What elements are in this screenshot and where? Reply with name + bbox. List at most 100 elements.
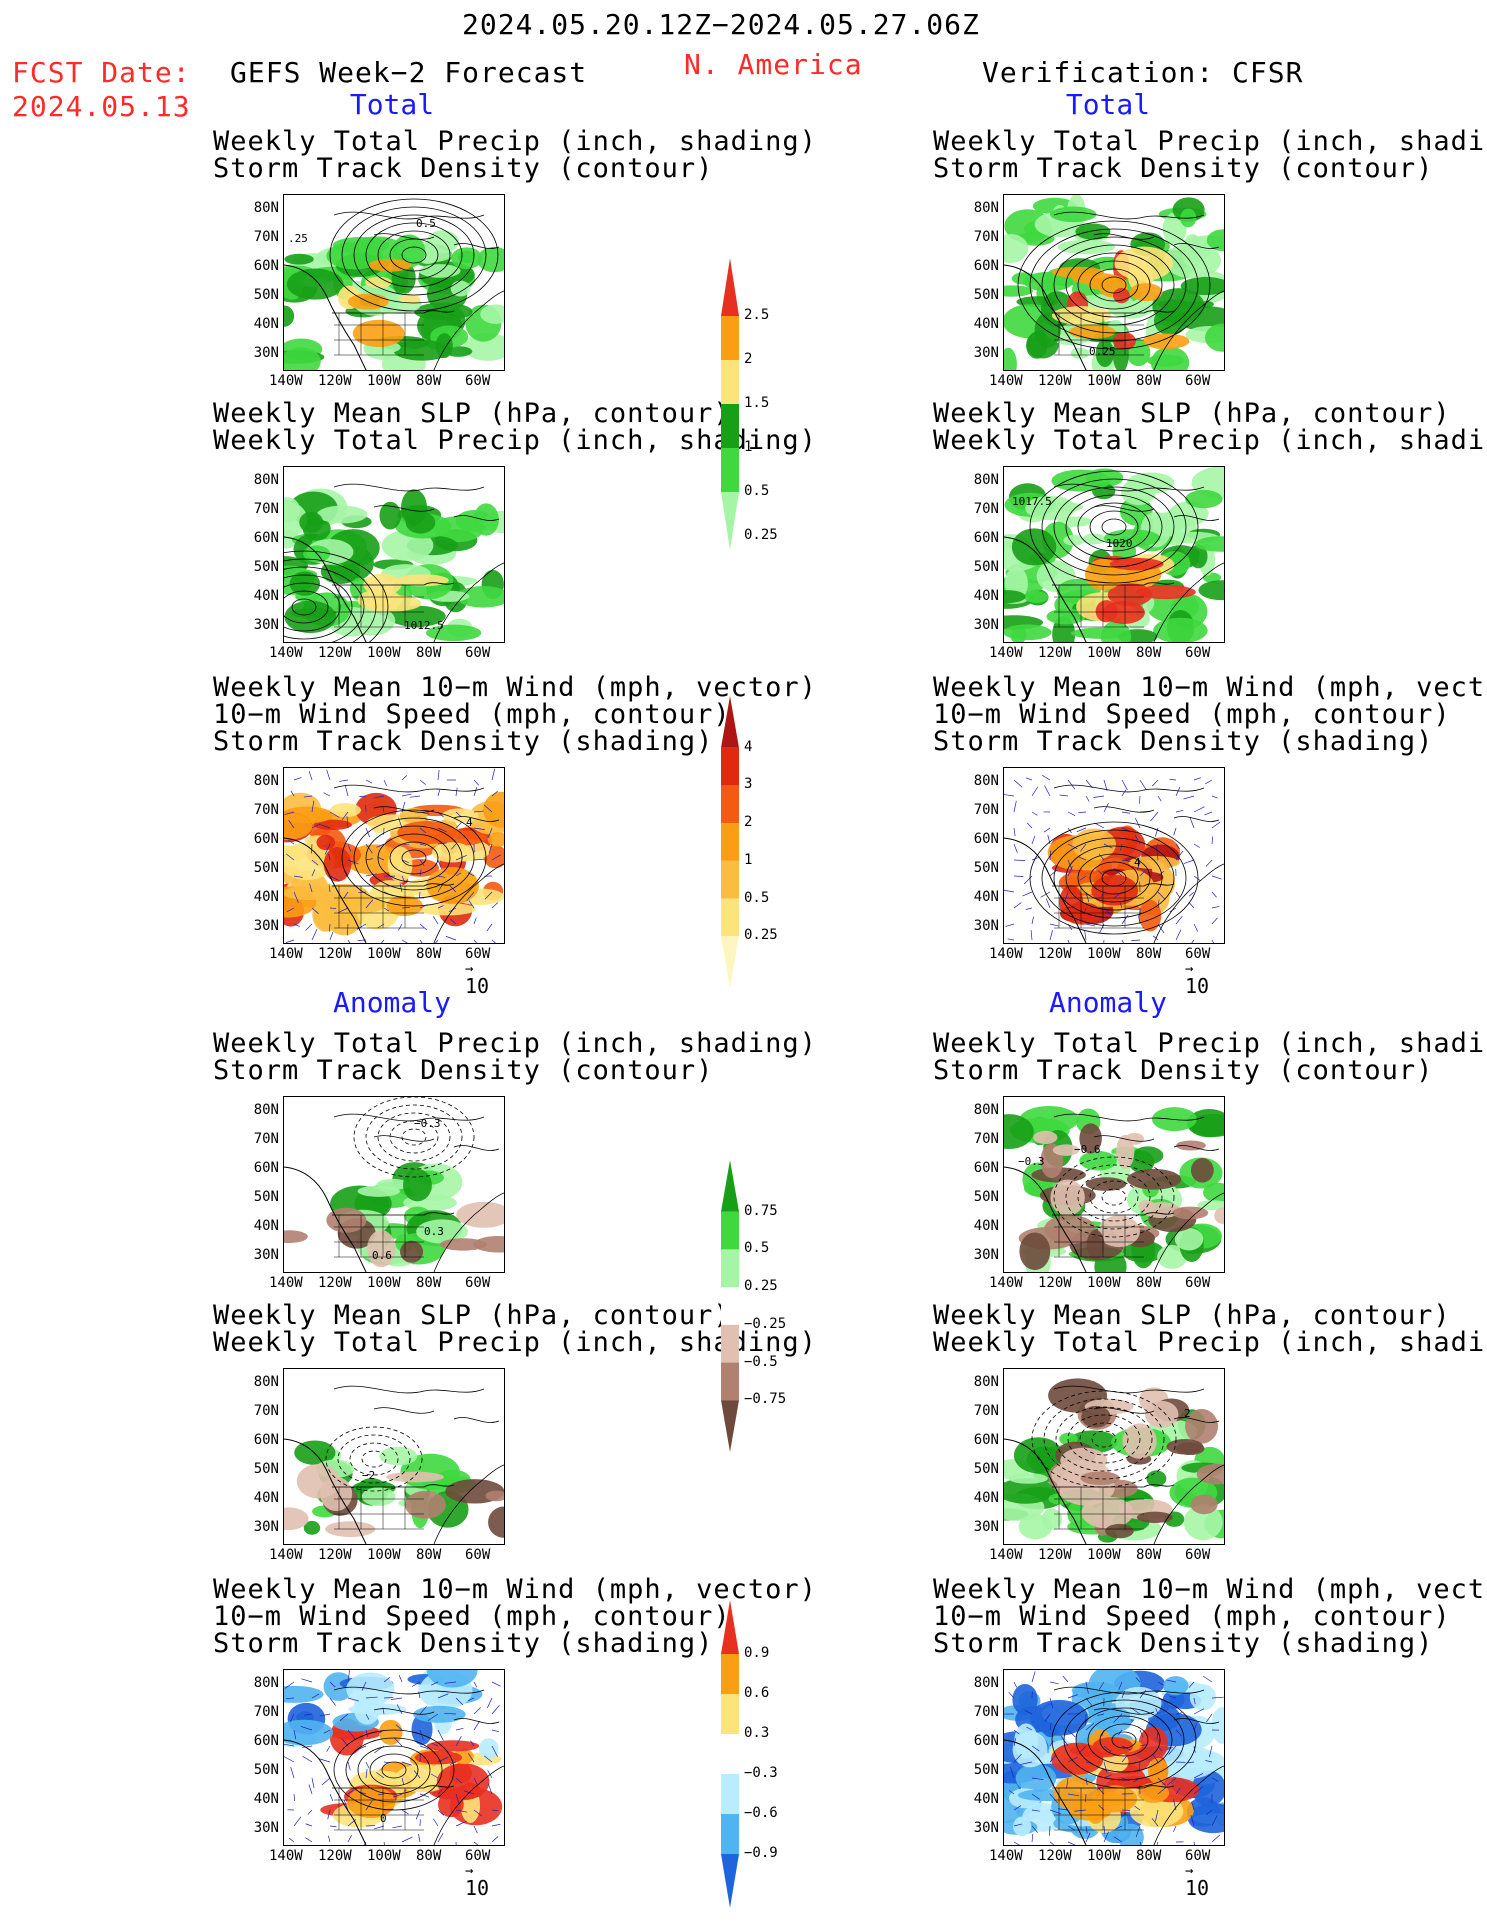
- lon-tick-label: 120W: [318, 1547, 352, 1563]
- colorbar-label: 0.5: [744, 1240, 770, 1257]
- colorbar-segment: [721, 785, 739, 824]
- panel-title-line: Weekly Total Precip (inch, shading): [213, 1028, 817, 1059]
- panel-title: Weekly Mean 10−m Wind (mph, vector) 10−m …: [933, 1576, 1487, 1659]
- contour-label: −0.3: [414, 1117, 441, 1130]
- lon-tick-label: 120W: [318, 1275, 352, 1291]
- lat-tick-label: 80N: [253, 1102, 279, 1118]
- colorbar-segment: [721, 316, 739, 360]
- colorbar-track_total: [720, 690, 780, 1004]
- contour-label: 1017.5: [1012, 495, 1052, 508]
- panel-title-line: Weekly Total Precip (inch, shading): [213, 126, 817, 157]
- lon-tick-label: 100W: [1087, 1547, 1121, 1563]
- map-panel: −2: [283, 1368, 505, 1545]
- lat-tick-label: 60N: [973, 1160, 999, 1176]
- vector-reference: → 10: [1185, 1863, 1210, 1900]
- colorbar-segment: [721, 1654, 739, 1694]
- colorbar-label: 0.5: [744, 483, 770, 499]
- lon-tick-label: 80W: [1136, 645, 1162, 661]
- contour-label: 1012.5: [404, 619, 444, 632]
- lat-tick-label: 60N: [973, 831, 999, 847]
- contour-label: 0.6: [372, 1249, 392, 1262]
- colorbar-segment: [721, 936, 739, 988]
- lat-tick-label: 40N: [973, 889, 999, 905]
- map-panel: [1003, 1669, 1225, 1846]
- colorbar-label: 3: [744, 776, 753, 793]
- lon-tick-label: 80W: [1136, 373, 1162, 389]
- lat-tick-label: 60N: [253, 1733, 279, 1749]
- colorbar-segment: [721, 1400, 739, 1452]
- colorbar-label: 0.5: [744, 889, 770, 906]
- map-svg: 1012.5: [284, 483, 504, 642]
- panel-title-line: Storm Track Density (shading): [933, 1628, 1434, 1659]
- contour-label: .25: [288, 232, 308, 245]
- lon-tick-label: 100W: [367, 946, 401, 962]
- contour-label: 0: [380, 1812, 387, 1825]
- lon-tick-label: 60W: [465, 946, 491, 962]
- lon-tick-label: 140W: [269, 1848, 303, 1864]
- fcst-date: 2024.05.13: [12, 90, 191, 123]
- lat-tick-label: 50N: [253, 860, 279, 876]
- panel-title-line: Storm Track Density (contour): [933, 1055, 1434, 1086]
- lon-tick-label: 120W: [318, 373, 352, 389]
- vector-reference: → 10: [1185, 961, 1210, 998]
- lon-tick-label: 120W: [1038, 1848, 1072, 1864]
- panel-title-line: 10−m Wind Speed (mph, contour): [933, 1601, 1451, 1632]
- lon-tick-label: 100W: [1087, 373, 1121, 389]
- lat-tick-label: 70N: [253, 229, 279, 245]
- section-anomaly-left: Anomaly: [332, 986, 451, 1019]
- lat-tick-label: 30N: [973, 1247, 999, 1263]
- map-svg: .25 0.5: [284, 198, 504, 370]
- lon-tick-label: 100W: [367, 645, 401, 661]
- panel-title-line: Storm Track Density (contour): [213, 153, 714, 184]
- colorbar-label: −0.25: [744, 1315, 787, 1332]
- lat-tick-label: 30N: [253, 1519, 279, 1535]
- lon-tick-label: 140W: [989, 373, 1023, 389]
- lon-tick-label: 120W: [1038, 645, 1072, 661]
- lat-tick-label: 50N: [973, 1762, 999, 1778]
- lat-tick-label: 80N: [253, 200, 279, 216]
- lat-tick-label: 50N: [973, 860, 999, 876]
- lon-tick-label: 140W: [989, 645, 1023, 661]
- panel-title-line: Weekly Total Precip (inch, shading): [213, 425, 817, 456]
- lat-tick-label: 60N: [973, 1733, 999, 1749]
- map-panel: 1017.5 1020: [1003, 466, 1225, 643]
- lon-tick-label: 80W: [416, 1547, 442, 1563]
- lat-tick-label: 50N: [973, 559, 999, 575]
- colorbar-segment: [721, 1694, 739, 1734]
- panel-title-line: Weekly Mean SLP (hPa, contour): [933, 398, 1451, 429]
- colorbar-label: 0.6: [744, 1685, 770, 1701]
- lat-tick-label: 60N: [253, 1160, 279, 1176]
- contour-label: 0.5: [416, 217, 436, 230]
- valid-period: 2024.05.20.12Z−2024.05.27.06Z: [462, 8, 980, 41]
- lat-tick-label: 60N: [973, 530, 999, 546]
- section-anomaly-right: Anomaly: [1048, 986, 1167, 1019]
- colorbar-segment: [721, 1774, 739, 1814]
- lat-tick-label: 40N: [253, 316, 279, 332]
- colorbar-label: −0.6: [744, 1805, 778, 1821]
- lat-tick-label: 30N: [253, 1247, 279, 1263]
- lat-tick-label: 50N: [253, 1762, 279, 1778]
- colorbar-precip_total: [720, 252, 780, 566]
- lon-tick-label: 140W: [269, 1275, 303, 1291]
- lat-tick-label: 30N: [973, 1519, 999, 1535]
- lon-tick-label: 60W: [1185, 1848, 1211, 1864]
- lat-tick-label: 60N: [253, 831, 279, 847]
- lat-tick-label: 40N: [973, 1218, 999, 1234]
- lon-tick-label: 100W: [367, 373, 401, 389]
- colorbar-precip_anom: [720, 1154, 780, 1468]
- contour-label: −2: [362, 1469, 375, 1482]
- contour-label: 4: [466, 816, 473, 829]
- lat-tick-label: 70N: [973, 802, 999, 818]
- lon-tick-label: 100W: [1087, 946, 1121, 962]
- map-svg: 1017.5 1020: [1004, 467, 1224, 642]
- contour-label: −0.6: [1074, 1143, 1101, 1156]
- contour-label: −0.3: [1018, 1155, 1045, 1168]
- lat-tick-label: 30N: [973, 918, 999, 934]
- panel-title: Weekly Mean SLP (hPa, contour) Weekly Tot…: [933, 1302, 1487, 1356]
- map-svg: 0.25: [1004, 195, 1224, 370]
- panel-title-line: Weekly Total Precip (inch, shading): [933, 1028, 1487, 1059]
- vector-reference-label: 10: [1185, 1876, 1210, 1900]
- vector-reference-label: 10: [465, 974, 490, 998]
- lon-tick-label: 80W: [1136, 1848, 1162, 1864]
- colorbar-label: 4: [744, 738, 753, 755]
